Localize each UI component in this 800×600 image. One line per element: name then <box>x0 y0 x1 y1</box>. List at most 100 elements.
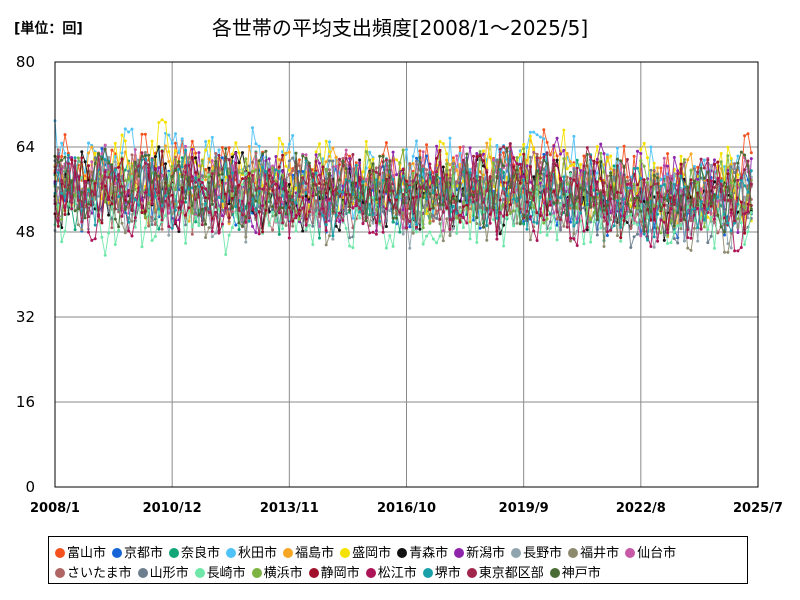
data-point <box>428 162 432 166</box>
data-point <box>120 221 124 225</box>
data-point <box>328 234 331 238</box>
data-point <box>669 207 673 211</box>
data-point <box>448 227 452 231</box>
data-point <box>438 222 442 226</box>
data-point <box>73 209 77 213</box>
data-point <box>261 163 265 167</box>
data-point <box>405 179 408 183</box>
data-point <box>368 224 372 228</box>
data-point <box>488 175 492 179</box>
data-point <box>384 219 388 223</box>
data-point <box>287 188 291 192</box>
data-point <box>542 158 546 162</box>
data-point <box>545 233 549 237</box>
data-point <box>391 244 395 248</box>
data-point <box>60 164 64 168</box>
data-point <box>666 233 670 237</box>
data-point <box>143 226 147 230</box>
data-point <box>76 156 80 160</box>
data-point <box>56 219 60 223</box>
data-point <box>304 156 308 160</box>
data-point <box>274 168 278 172</box>
data-point <box>676 224 680 228</box>
legend-entry: 松江市 <box>365 565 417 583</box>
data-point <box>76 198 80 202</box>
data-point <box>140 154 144 158</box>
x-tick-label: 2022/8 <box>616 501 666 516</box>
data-point <box>699 157 703 161</box>
data-point <box>391 177 395 181</box>
data-point <box>331 192 335 196</box>
data-point <box>532 148 536 152</box>
data-point <box>391 189 395 193</box>
data-point <box>405 215 408 219</box>
data-point <box>324 220 328 224</box>
data-point <box>304 227 308 231</box>
data-point <box>241 183 244 187</box>
data-point <box>679 224 683 228</box>
data-point <box>160 227 164 231</box>
data-point <box>615 157 619 161</box>
data-point <box>642 200 646 203</box>
data-point <box>60 179 64 182</box>
data-point <box>743 134 747 138</box>
data-point <box>284 164 288 168</box>
data-point <box>615 199 619 203</box>
data-point <box>679 174 683 178</box>
data-point <box>271 210 275 214</box>
data-point <box>535 156 539 160</box>
data-point <box>582 188 586 192</box>
data-point <box>123 207 127 211</box>
data-point <box>241 213 244 217</box>
data-point <box>274 213 278 217</box>
legend-entry: 福島市 <box>283 545 334 563</box>
data-point <box>455 154 459 158</box>
data-point <box>200 186 204 190</box>
data-point <box>488 179 492 183</box>
data-point <box>743 212 747 216</box>
data-point <box>542 137 546 141</box>
data-point <box>726 221 730 225</box>
data-point <box>207 181 211 185</box>
data-point <box>649 185 653 189</box>
data-point <box>555 136 559 140</box>
data-point <box>475 240 479 244</box>
data-point <box>230 152 234 156</box>
data-point <box>649 210 653 214</box>
data-point <box>321 213 325 217</box>
data-point <box>692 226 696 230</box>
data-point <box>692 207 696 211</box>
data-point <box>569 236 572 240</box>
data-point <box>194 151 198 155</box>
data-point <box>328 197 331 201</box>
y-tick-label: 64 <box>16 138 35 156</box>
data-point <box>672 202 676 206</box>
data-point <box>632 235 636 239</box>
data-point <box>130 164 134 168</box>
data-point <box>461 205 465 209</box>
data-point <box>358 199 362 203</box>
data-point <box>736 202 740 206</box>
data-point <box>90 189 94 193</box>
data-point <box>555 154 559 158</box>
data-point <box>749 183 753 187</box>
data-point <box>609 167 613 171</box>
data-point <box>502 197 506 201</box>
legend-label: さいたま市 <box>67 566 132 581</box>
data-point <box>451 201 455 205</box>
data-point <box>157 166 161 170</box>
legend-entry: 青森市 <box>397 545 448 563</box>
data-point <box>264 149 268 153</box>
legend-swatch <box>422 568 433 578</box>
data-point <box>364 140 368 143</box>
data-point <box>746 198 750 202</box>
data-point <box>716 231 720 235</box>
data-point <box>642 229 646 233</box>
data-point <box>582 242 586 246</box>
data-point <box>214 205 218 209</box>
data-point <box>455 180 459 184</box>
data-point <box>482 159 485 163</box>
data-point <box>224 147 228 151</box>
data-point <box>147 153 151 157</box>
data-point <box>244 215 248 219</box>
